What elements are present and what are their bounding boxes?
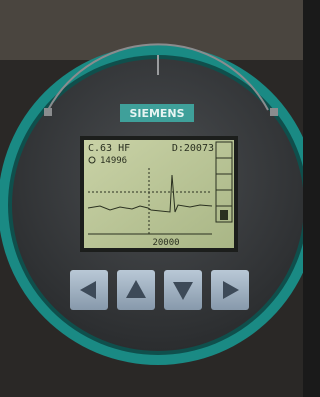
lock-icon [44,108,52,116]
brand: SIEMENS [129,107,184,120]
axis-label: 20000 [152,238,179,248]
page: SIEMENS C.63 HF D:20073 14996 20000 (() … [0,0,320,397]
header-left: C.63 HF [88,143,130,154]
device-photo: SIEMENS C.63 HF D:20073 14996 20000 [0,0,303,397]
header-right: D:20073 [172,143,214,154]
reading: 14996 [100,156,127,166]
lock-icon [270,108,278,116]
softkey-icon [220,210,228,220]
